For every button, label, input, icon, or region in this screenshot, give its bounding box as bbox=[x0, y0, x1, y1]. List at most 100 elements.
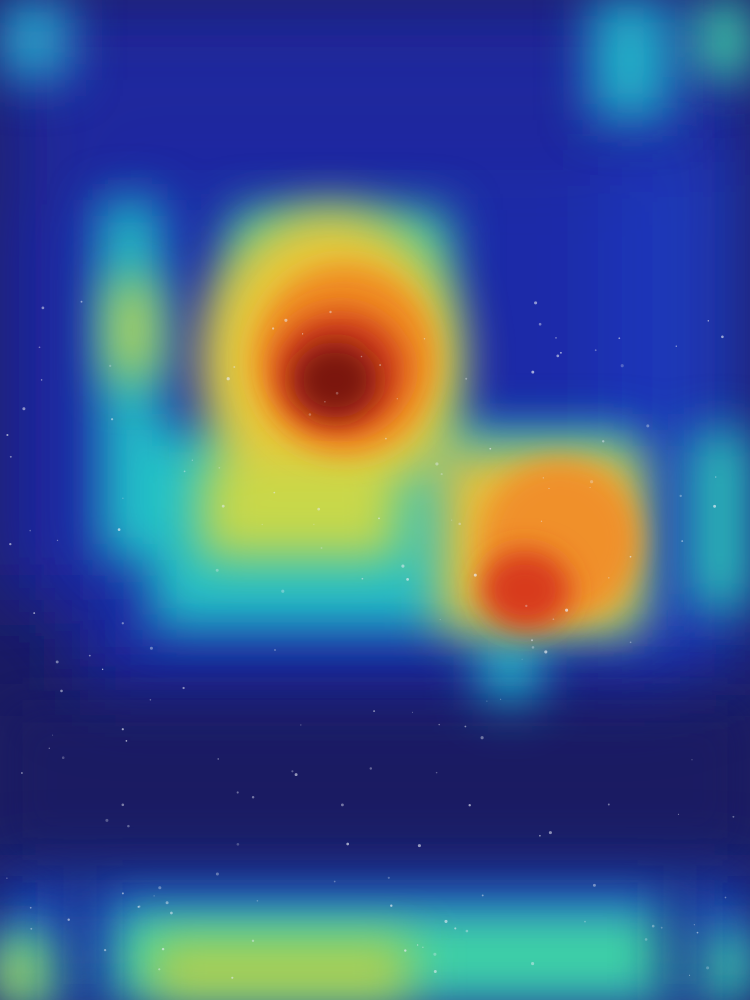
dust-speckle bbox=[182, 686, 185, 690]
dust-speckle bbox=[548, 831, 552, 835]
dust-speckle bbox=[602, 440, 605, 443]
dust-speckle bbox=[644, 938, 648, 941]
dust-speckle bbox=[693, 924, 695, 926]
dust-speckle bbox=[387, 876, 390, 879]
dust-speckle bbox=[675, 345, 678, 347]
dust-speckle bbox=[165, 901, 169, 905]
dust-speckle bbox=[681, 540, 684, 543]
dust-speckle bbox=[329, 310, 332, 314]
dust-speckle bbox=[52, 734, 54, 736]
dust-speckle bbox=[369, 767, 373, 770]
dust-speckle bbox=[724, 896, 727, 899]
dust-speckle bbox=[40, 379, 43, 381]
dust-speckle bbox=[273, 648, 277, 652]
dust-speckle bbox=[125, 740, 128, 742]
dust-speckle bbox=[660, 926, 663, 929]
core-layer bbox=[293, 342, 377, 418]
dust-speckle bbox=[122, 497, 124, 499]
dust-speckle bbox=[584, 920, 586, 923]
dust-speckle bbox=[251, 795, 255, 799]
dust-speckle bbox=[105, 818, 109, 822]
dust-speckle bbox=[480, 736, 484, 740]
dust-speckle bbox=[9, 542, 12, 546]
dust-speckle bbox=[468, 804, 471, 807]
dust-speckle bbox=[707, 320, 710, 322]
dust-speckle bbox=[300, 724, 302, 726]
dust-speckle bbox=[236, 791, 239, 794]
dust-speckle bbox=[361, 577, 364, 580]
dust-speckle bbox=[444, 919, 448, 923]
dust-speckle bbox=[531, 370, 535, 374]
dust-speckle bbox=[540, 520, 543, 522]
dust-speckle bbox=[30, 927, 33, 930]
dust-speckle bbox=[251, 939, 255, 942]
dust-speckle bbox=[438, 723, 440, 726]
dust-speckle bbox=[646, 424, 650, 428]
dust-speckle bbox=[534, 301, 538, 305]
dust-speckle bbox=[713, 504, 717, 508]
dust-speckle bbox=[333, 880, 336, 883]
dust-speckle bbox=[233, 366, 236, 368]
dust-speckle bbox=[486, 700, 488, 702]
dust-speckle bbox=[109, 364, 112, 368]
dust-speckle bbox=[385, 437, 387, 440]
dust-speckle bbox=[440, 473, 443, 476]
dust-speckle bbox=[548, 487, 550, 490]
dust-speckle bbox=[629, 641, 632, 644]
dust-speckle bbox=[158, 886, 162, 890]
dust-speckle bbox=[691, 759, 693, 761]
dust-speckle bbox=[696, 931, 699, 934]
dust-speckle bbox=[732, 815, 735, 818]
dust-speckle bbox=[416, 944, 419, 946]
dust-speckle bbox=[489, 447, 492, 450]
dust-speckle bbox=[302, 333, 304, 335]
dust-speckle bbox=[433, 952, 437, 956]
dust-speckle bbox=[435, 771, 438, 774]
dust-speckle bbox=[103, 948, 107, 952]
dust-speckle bbox=[183, 470, 186, 473]
dust-speckle bbox=[29, 906, 32, 909]
dust-speckle bbox=[521, 658, 523, 660]
dust-speckle bbox=[401, 564, 405, 568]
dust-speckle bbox=[149, 646, 153, 650]
dust-speckle bbox=[373, 710, 376, 713]
dust-speckle bbox=[422, 946, 424, 948]
dust-speckle bbox=[555, 337, 557, 339]
dust-speckle bbox=[320, 547, 323, 549]
dust-speckle bbox=[360, 355, 363, 358]
dust-speckle bbox=[552, 618, 555, 621]
dust-speckle bbox=[544, 650, 548, 654]
dust-speckle bbox=[679, 494, 682, 498]
dust-speckle bbox=[538, 322, 542, 326]
dust-speckle bbox=[439, 618, 441, 621]
dust-speckle bbox=[88, 654, 91, 657]
shadow-bands bbox=[0, 700, 750, 1000]
dust-speckle bbox=[559, 351, 562, 354]
dust-speckle bbox=[714, 476, 717, 478]
dust-speckle bbox=[308, 413, 312, 416]
dust-speckle bbox=[261, 523, 263, 526]
dust-speckle bbox=[291, 770, 294, 773]
dust-speckle bbox=[67, 918, 70, 921]
dust-speckle bbox=[38, 346, 41, 349]
dust-speckle bbox=[556, 354, 560, 358]
dust-speckle bbox=[417, 844, 421, 848]
dust-speckle bbox=[378, 517, 380, 520]
dust-speckle bbox=[706, 966, 710, 970]
dust-speckle bbox=[542, 477, 544, 479]
dust-speckle bbox=[121, 728, 124, 731]
dust-speckle bbox=[481, 894, 484, 897]
dust-speckle bbox=[6, 433, 9, 437]
dust-speckle bbox=[281, 589, 285, 593]
dust-speckle bbox=[121, 622, 124, 625]
dust-speckle bbox=[215, 872, 219, 876]
dust-speckle bbox=[101, 668, 104, 671]
dust-speckle bbox=[137, 905, 140, 908]
dust-speckle bbox=[565, 608, 569, 612]
dust-speckle bbox=[346, 842, 350, 846]
dust-speckle bbox=[435, 462, 439, 466]
dust-speckle bbox=[161, 947, 165, 951]
dust-speckle bbox=[499, 698, 502, 700]
